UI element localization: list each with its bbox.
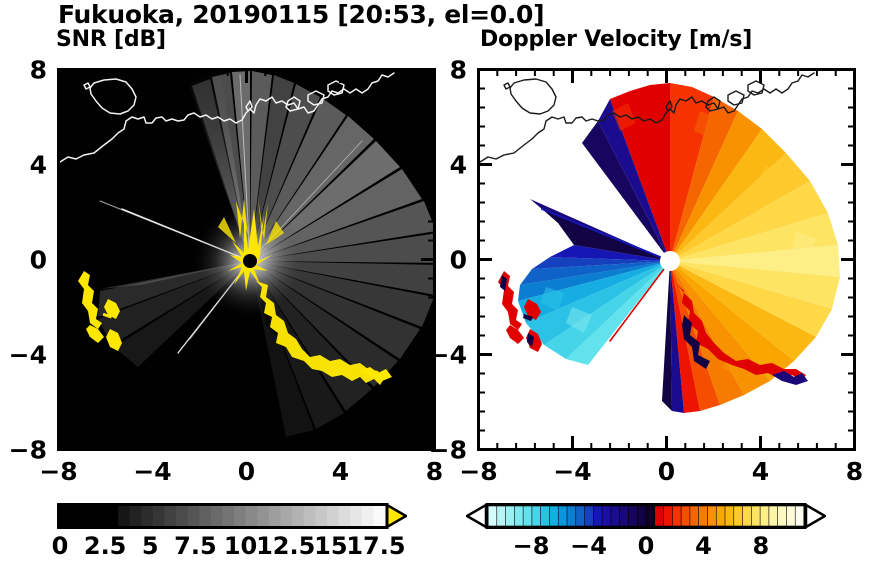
doppler-colorbar[interactable] [466,503,826,529]
doppler-colorbar-tick-label: 0 [637,532,655,560]
y-axis-tick-label: 0 [449,245,467,274]
doppler-colorbar-tick-label: −8 [512,532,550,560]
x-axis-tick-label: −8 [39,457,78,486]
x-axis-tick-label: −8 [459,457,498,486]
doppler-colorbar-over-arrow [804,503,826,529]
doppler-colorbar-tick-label: 8 [752,532,770,560]
snr-colorbar-tick-label: 10 [223,532,258,560]
snr-colorbar-tick-label: 12.5 [256,532,316,560]
snr-colorbar-svg [57,503,407,529]
doppler-plot-area [477,68,856,451]
x-axis-tick-label: 0 [657,457,676,486]
snr-colorbar-tick-label: 7.5 [174,532,217,560]
y-axis-tick-label: −4 [8,340,47,369]
y-axis-tick-label: 8 [29,55,47,84]
doppler-colorbar-tick-label: 4 [695,532,712,560]
snr-colorbar-over-arrow [385,503,407,529]
x-axis-tick-label: 4 [751,457,770,486]
radar-origin-marker [243,254,257,268]
y-axis-tick-label: −4 [428,340,467,369]
snr-panel-title: SNR [dB] [56,27,166,52]
doppler-colorbar-tick-label: −4 [570,532,607,560]
y-axis-tick-label: 4 [449,150,467,179]
doppler-colorbar-under-arrow [466,503,488,529]
radar-origin-hole [660,251,680,271]
x-axis-tick-label: −4 [553,457,592,486]
x-axis-tick-label: 0 [237,457,256,486]
doppler-clutter-southeast [676,283,808,385]
coastline-overlay-doppler [480,72,815,163]
doppler-panel-title: Doppler Velocity [m/s] [480,27,753,52]
doppler-clutter-islands [498,271,542,352]
snr-plot-area [57,68,436,451]
coastline-overlay-snr [60,72,395,163]
doppler-colorbar-svg [466,503,826,529]
snr-canvas [60,71,433,448]
page-title: Fukuoka, 20190115 [20:53, el=0.0] [58,0,545,29]
x-axis-tick-label: 8 [845,457,864,486]
snr-colorbar-tick-label: 5 [141,532,159,560]
x-axis-tick-label: 8 [425,457,444,486]
snr-clutter-southeast [256,281,392,385]
snr-colorbar-tick-label: 0 [51,532,69,560]
doppler-canvas [480,71,853,448]
snr-colorbar-tick-label: 15 [314,532,348,560]
x-axis-tick-label: −4 [133,457,172,486]
snr-clutter-islands [78,271,122,351]
y-axis-tick-label: 4 [29,150,47,179]
snr-colorbar-tick-label: 17.5 [346,532,406,560]
y-axis-tick-label: 0 [29,245,47,274]
snr-clutter-center [218,197,284,291]
doppler-speckle [540,103,816,379]
snr-ray-fan [98,71,433,437]
y-axis-tick-label: −8 [428,435,467,464]
snr-colorbar[interactable] [57,503,407,529]
x-axis-tick-label: 4 [331,457,350,486]
y-axis-tick-label: −8 [8,435,47,464]
snr-colorbar-tick-label: 2.5 [83,532,127,560]
y-axis-tick-label: 8 [449,55,467,84]
